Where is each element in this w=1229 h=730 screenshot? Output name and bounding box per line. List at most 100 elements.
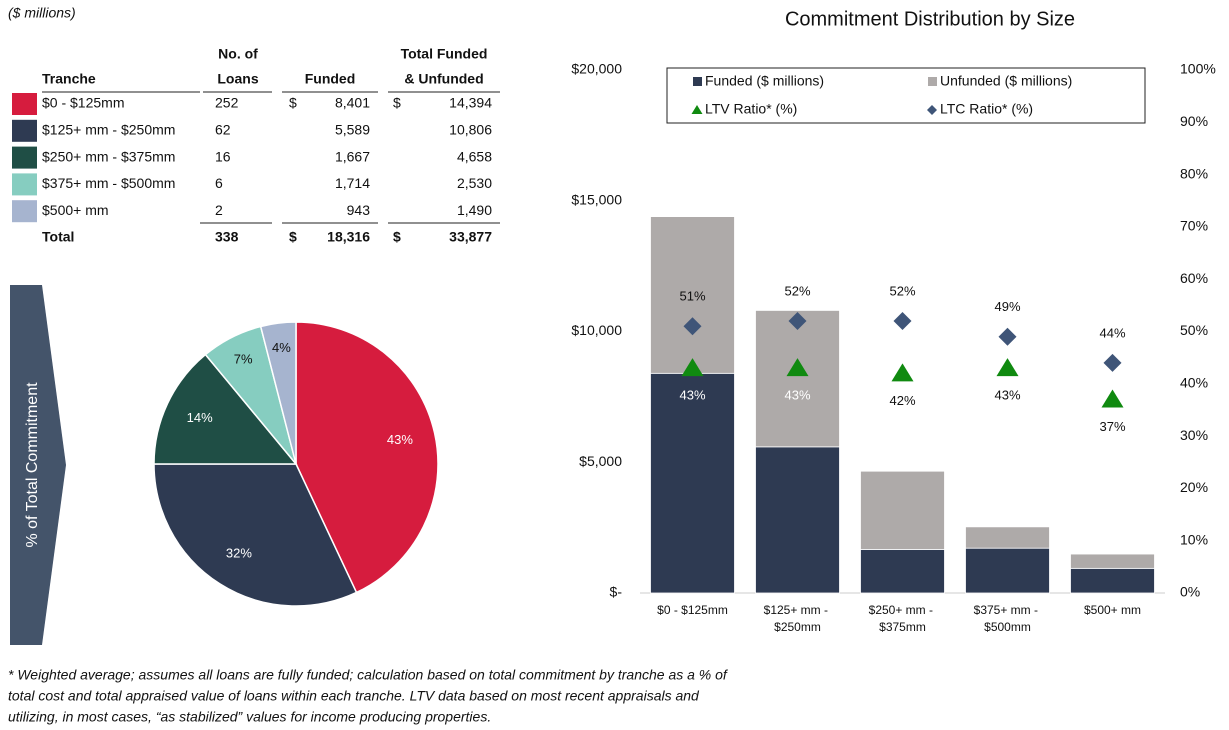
table-header: Funded bbox=[305, 71, 356, 87]
currency-symbol: $ bbox=[393, 95, 401, 111]
y2-tick-label: 40% bbox=[1180, 375, 1208, 391]
y2-tick-label: 80% bbox=[1180, 165, 1208, 181]
tranche-label: $375+ mm - $500mm bbox=[42, 175, 175, 191]
x-tick-label: $500+ mm bbox=[1084, 603, 1141, 617]
currency-symbol: $ bbox=[393, 229, 401, 245]
pie-label: 14% bbox=[187, 410, 213, 425]
legend-swatch bbox=[928, 77, 937, 86]
point-label: 42% bbox=[889, 393, 915, 408]
tranche-swatch bbox=[12, 93, 37, 115]
table-header: No. of bbox=[218, 46, 258, 62]
ltc-marker bbox=[683, 317, 702, 336]
pie-label: 43% bbox=[387, 432, 413, 447]
caption: ($ millions) bbox=[8, 5, 76, 21]
point-label: 51% bbox=[679, 289, 705, 304]
point-label: 43% bbox=[784, 388, 810, 403]
x-tick-label: $0 - $125mm bbox=[657, 603, 728, 617]
ltc-marker bbox=[1103, 353, 1122, 372]
y2-tick-label: 70% bbox=[1180, 218, 1208, 234]
point-label: 49% bbox=[994, 299, 1020, 314]
bar bbox=[755, 310, 840, 448]
table-header: Total Funded bbox=[401, 46, 488, 62]
bar bbox=[965, 526, 1050, 549]
point-label: 43% bbox=[994, 388, 1020, 403]
legend-swatch bbox=[927, 105, 937, 115]
funded-cell: 1,667 bbox=[335, 148, 370, 164]
funded-cell: 8,401 bbox=[335, 95, 370, 111]
table-header: Tranche bbox=[42, 71, 96, 87]
loans-cell: 16 bbox=[215, 148, 231, 164]
ltc-marker bbox=[893, 312, 912, 331]
tranche-label: $250+ mm - $375mm bbox=[42, 148, 175, 164]
ltc-marker bbox=[788, 312, 807, 331]
loans-cell: 2 bbox=[215, 202, 223, 218]
legend-swatch bbox=[693, 77, 702, 86]
y2-tick-label: 30% bbox=[1180, 427, 1208, 443]
side-arrow bbox=[10, 285, 66, 645]
funded-cell: 1,714 bbox=[335, 175, 370, 191]
currency-symbol: $ bbox=[289, 95, 297, 111]
currency-symbol: $ bbox=[289, 229, 297, 245]
legend-label: Unfunded ($ millions) bbox=[940, 73, 1072, 89]
point-label: 44% bbox=[1099, 325, 1125, 340]
ltv-marker bbox=[786, 358, 809, 377]
total-cell: 2,530 bbox=[457, 175, 492, 191]
tranche-label: Total bbox=[42, 229, 74, 245]
bar bbox=[1070, 567, 1155, 594]
tranche-label: $500+ mm bbox=[42, 202, 109, 218]
total-cell: 14,394 bbox=[449, 95, 492, 111]
y2-tick-label: 90% bbox=[1180, 113, 1208, 129]
legend-swatch bbox=[691, 105, 703, 114]
x-tick-label: $375+ mm - $500mm bbox=[974, 603, 1042, 634]
total-cell: 1,490 bbox=[457, 202, 492, 218]
table-header: Loans bbox=[217, 71, 258, 87]
chart-title: Commitment Distribution by Size bbox=[785, 8, 1075, 30]
tranche-swatch bbox=[12, 173, 37, 196]
pie-label: 32% bbox=[226, 545, 252, 560]
bar bbox=[860, 470, 945, 550]
y2-tick-label: 50% bbox=[1180, 322, 1208, 338]
loans-cell: 6 bbox=[215, 175, 223, 191]
bar bbox=[965, 547, 1050, 594]
funded-cell: 943 bbox=[347, 202, 371, 218]
side-label: % of Total Commitment bbox=[24, 382, 41, 548]
funded-cell: 5,589 bbox=[335, 122, 370, 138]
tranche-label: $0 - $125mm bbox=[42, 95, 124, 111]
loans-cell: 252 bbox=[215, 95, 239, 111]
y-tick-label: $20,000 bbox=[571, 61, 622, 77]
pie-label: 4% bbox=[272, 340, 291, 355]
x-tick-label: $125+ mm - $250mm bbox=[764, 603, 832, 634]
footnote: total cost and total appraised value of … bbox=[8, 688, 700, 704]
total-cell: 10,806 bbox=[449, 122, 492, 138]
y2-tick-label: 100% bbox=[1180, 61, 1216, 77]
pie-slice bbox=[153, 353, 298, 465]
bar bbox=[650, 372, 735, 594]
y-tick-label: $10,000 bbox=[571, 322, 622, 338]
point-label: 37% bbox=[1099, 419, 1125, 434]
point-label: 52% bbox=[784, 283, 810, 298]
y-tick-label: $- bbox=[610, 584, 623, 600]
tranche-swatch bbox=[12, 146, 37, 169]
legend-label: LTV Ratio* (%) bbox=[705, 101, 797, 117]
loans-cell: 62 bbox=[215, 122, 231, 138]
pie-slice bbox=[153, 463, 358, 607]
ltc-marker bbox=[998, 327, 1017, 346]
pie-slice bbox=[295, 321, 439, 594]
tranche-label: $125+ mm - $250mm bbox=[42, 122, 175, 138]
y-tick-label: $5,000 bbox=[579, 453, 622, 469]
y2-tick-label: 60% bbox=[1180, 270, 1208, 286]
loans-cell: 338 bbox=[215, 229, 239, 245]
y2-tick-label: 20% bbox=[1180, 479, 1208, 495]
legend-label: LTC Ratio* (%) bbox=[940, 101, 1033, 117]
ltv-marker bbox=[681, 358, 704, 377]
ltv-marker bbox=[891, 363, 914, 382]
y2-tick-label: 0% bbox=[1180, 584, 1200, 600]
footnote: * Weighted average; assumes all loans ar… bbox=[8, 667, 729, 683]
bar bbox=[860, 549, 945, 594]
y-tick-label: $15,000 bbox=[571, 191, 622, 207]
tranche-swatch bbox=[12, 119, 37, 142]
pie-slice bbox=[259, 321, 297, 465]
legend-box bbox=[666, 67, 1146, 124]
y2-tick-label: 10% bbox=[1180, 531, 1208, 547]
